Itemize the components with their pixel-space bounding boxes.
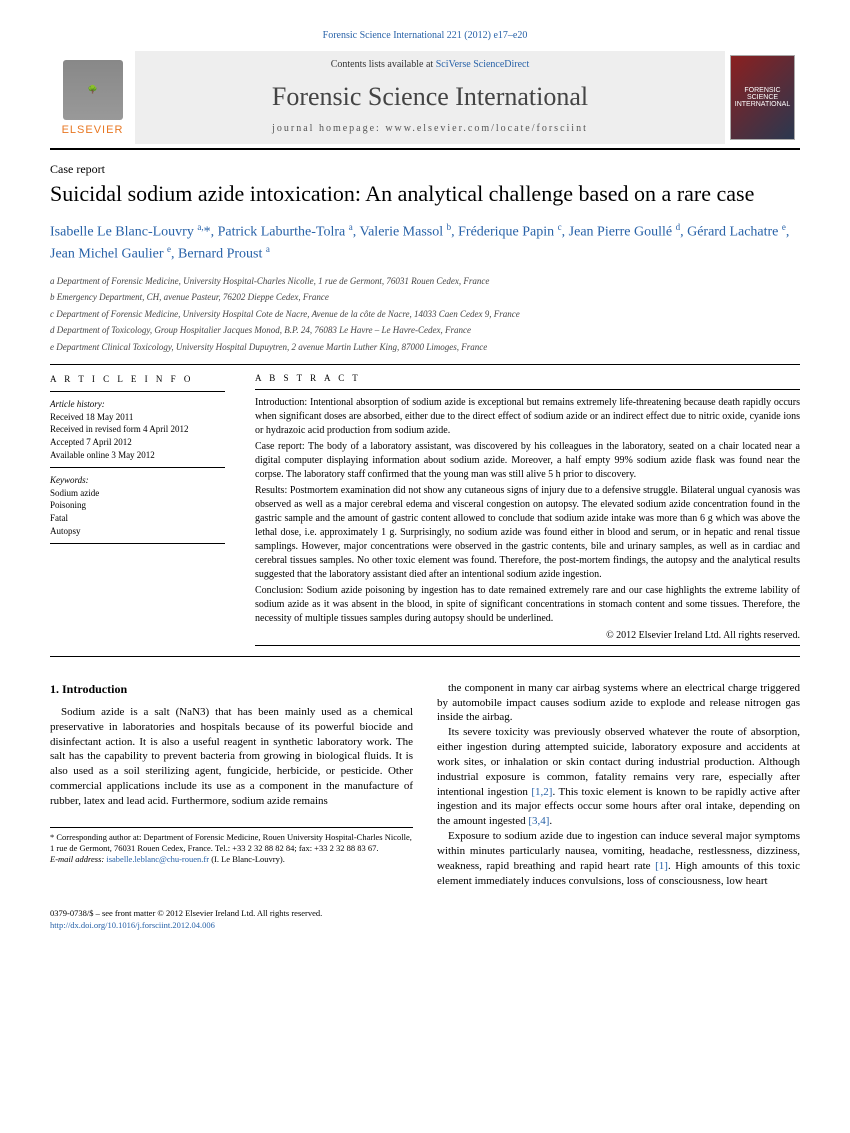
body-paragraph: Exposure to sodium azide due to ingestio… [437, 829, 800, 888]
body-paragraph: Its severe toxicity was previously obser… [437, 725, 800, 829]
affiliation-line: b Emergency Department, CH, avenue Paste… [50, 291, 800, 304]
article-info-heading: A R T I C L E I N F O [50, 373, 225, 386]
cover-thumb-cell: FORENSIC SCIENCE INTERNATIONAL [725, 51, 800, 144]
ref-link[interactable]: [3,4] [528, 815, 549, 827]
body-paragraph: Sodium azide is a salt (NaN3) that has b… [50, 705, 413, 809]
divider [50, 656, 800, 657]
history-line: Accepted 7 April 2012 [50, 436, 225, 449]
keywords: Sodium azidePoisoningFatalAutopsy [50, 487, 225, 537]
ref-link[interactable]: [1,2] [531, 786, 552, 798]
keyword: Sodium azide [50, 487, 225, 500]
body-text: . [549, 815, 552, 827]
abstract-text: Introduction: Intentional absorption of … [255, 396, 800, 626]
sciencedirect-link[interactable]: ScienceDirect [473, 59, 529, 70]
journal-name: Forensic Science International [145, 82, 715, 112]
article-info-row: A R T I C L E I N F O Article history: R… [50, 373, 800, 646]
divider [50, 148, 800, 150]
abstract-intro: Introduction: Intentional absorption of … [255, 396, 800, 438]
history-label: Article history: [50, 398, 225, 411]
abstract-copyright: © 2012 Elsevier Ireland Ltd. All rights … [255, 630, 800, 641]
header-banner: 🌳 ELSEVIER Contents lists available at S… [50, 51, 800, 144]
corresponding-author: * Corresponding author at: Department of… [50, 827, 413, 865]
journal-cover-icon: FORENSIC SCIENCE INTERNATIONAL [730, 55, 795, 140]
email-label: E-mail address: [50, 854, 106, 864]
article-title: Suicidal sodium azide intoxication: An a… [50, 181, 800, 207]
page-footer: 0379-0738/$ – see front matter © 2012 El… [50, 908, 800, 930]
abstract-conclusion: Conclusion: Sodium azide poisoning by in… [255, 584, 800, 626]
footer-line: 0379-0738/$ – see front matter © 2012 El… [50, 908, 800, 919]
affiliation-line: c Department of Forensic Medicine, Unive… [50, 308, 800, 321]
contents-list-line: Contents lists available at SciVerse Sci… [145, 59, 715, 70]
corresponding-text: * Corresponding author at: Department of… [50, 832, 413, 854]
affiliations: a Department of Forensic Medicine, Unive… [50, 275, 800, 354]
article-history: Received 18 May 2011Received in revised … [50, 411, 225, 461]
abstract-results: Results: Postmortem examination did not … [255, 484, 800, 582]
article-category: Case report [50, 162, 800, 177]
contents-prefix: Contents lists available at [331, 59, 436, 70]
affiliation-line: e Department Clinical Toxicology, Univer… [50, 341, 800, 354]
publisher-logo-cell: 🌳 ELSEVIER [50, 51, 135, 144]
affiliation-line: d Department of Toxicology, Group Hospit… [50, 324, 800, 337]
keyword: Fatal [50, 512, 225, 525]
abstract-block: A B S T R A C T Introduction: Intentiona… [255, 373, 800, 646]
history-line: Available online 3 May 2012 [50, 449, 225, 462]
authors-list: Isabelle Le Blanc-Louvry a,*, Patrick La… [50, 221, 800, 264]
keyword: Autopsy [50, 525, 225, 538]
header-center: Contents lists available at SciVerse Sci… [135, 51, 725, 144]
article-info-left: A R T I C L E I N F O Article history: R… [50, 373, 225, 646]
body-paragraph: the component in many car airbag systems… [437, 681, 800, 726]
doi-link[interactable]: http://dx.doi.org/10.1016/j.forsciint.20… [50, 920, 215, 930]
sciverse-link[interactable]: SciVerse [436, 59, 474, 70]
keyword: Poisoning [50, 499, 225, 512]
section-heading: 1. Introduction [50, 681, 413, 697]
keywords-label: Keywords: [50, 474, 225, 487]
history-line: Received in revised form 4 April 2012 [50, 423, 225, 436]
abstract-heading: A B S T R A C T [255, 373, 800, 383]
journal-homepage: journal homepage: www.elsevier.com/locat… [145, 123, 715, 134]
abstract-case: Case report: The body of a laboratory as… [255, 440, 800, 482]
elsevier-tree-icon: 🌳 [63, 60, 123, 120]
email-tail: (I. Le Blanc-Louvry). [209, 854, 285, 864]
affiliation-line: a Department of Forensic Medicine, Unive… [50, 275, 800, 288]
ref-link[interactable]: [1] [655, 860, 668, 872]
introduction-section: 1. Introduction Sodium azide is a salt (… [50, 681, 800, 889]
history-line: Received 18 May 2011 [50, 411, 225, 424]
corresponding-email-link[interactable]: isabelle.leblanc@chu-rouen.fr [106, 854, 209, 864]
divider [50, 364, 800, 365]
publisher-name: ELSEVIER [62, 124, 124, 136]
journal-reference: Forensic Science International 221 (2012… [50, 30, 800, 41]
